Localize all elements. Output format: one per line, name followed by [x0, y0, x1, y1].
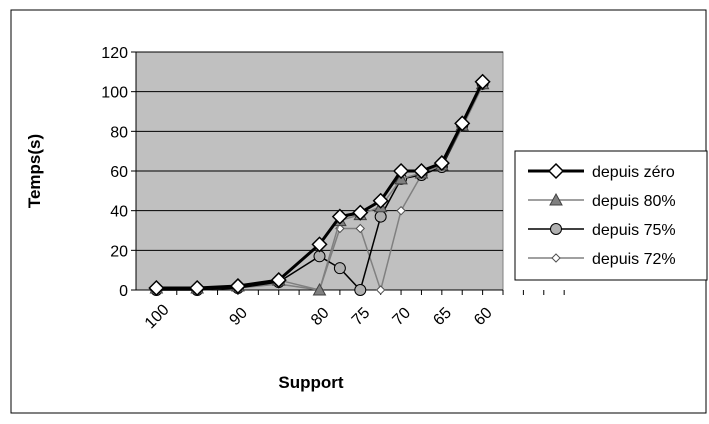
series-1 — [148, 73, 491, 297]
data-point-marker — [333, 262, 346, 275]
y-axis-title: Temps(s) — [25, 134, 44, 208]
y-axis-ticks: 0 20 40 60 80 100 120 — [101, 45, 136, 300]
data-point-marker — [551, 253, 561, 263]
data-point-marker — [392, 162, 410, 180]
data-point-marker — [547, 162, 565, 180]
y-tick-label: 80 — [110, 124, 128, 141]
data-point-marker — [354, 284, 367, 296]
series-layer — [148, 73, 491, 297]
legend-label: depuis 72% — [592, 251, 676, 268]
data-point-marker — [355, 223, 365, 234]
data-point-marker — [454, 115, 471, 132]
y-tick-label: 0 — [119, 283, 128, 300]
legend-label: depuis zéro — [592, 164, 675, 181]
data-point-marker — [312, 282, 327, 296]
y-tick-label: 60 — [110, 164, 128, 181]
y-tick-label: 20 — [110, 243, 128, 260]
data-point-marker — [331, 208, 348, 225]
x-axis-title: Support — [278, 373, 343, 392]
data-point-marker — [229, 277, 247, 295]
data-point-marker — [413, 162, 430, 180]
legend-label: depuis 75% — [592, 222, 676, 239]
data-point-marker — [374, 210, 387, 223]
legend-item: depuis 72% — [528, 251, 676, 268]
data-point-marker — [433, 155, 450, 172]
legend-item: depuis zéro — [528, 162, 675, 181]
y-tick-label: 120 — [101, 45, 128, 62]
y-tick-label: 100 — [101, 85, 128, 102]
data-point-marker — [375, 285, 386, 295]
legend: depuis zéro depuis 80% depuis 75% depuis 72… — [528, 162, 676, 268]
data-point-marker — [189, 279, 206, 297]
data-point-marker — [148, 279, 165, 297]
data-point-marker — [396, 205, 406, 216]
data-point-marker — [372, 192, 389, 209]
data-point-marker — [550, 223, 562, 235]
data-point-marker — [270, 272, 287, 289]
legend-item: depuis 75% — [528, 222, 676, 239]
data-point-marker — [549, 192, 563, 206]
legend-label: depuis 80% — [592, 193, 676, 210]
legend-item: depuis 80% — [528, 192, 676, 210]
data-point-marker — [352, 204, 369, 221]
data-point-marker — [311, 236, 328, 253]
y-tick-label: 40 — [110, 204, 128, 221]
data-point-marker — [474, 73, 491, 90]
